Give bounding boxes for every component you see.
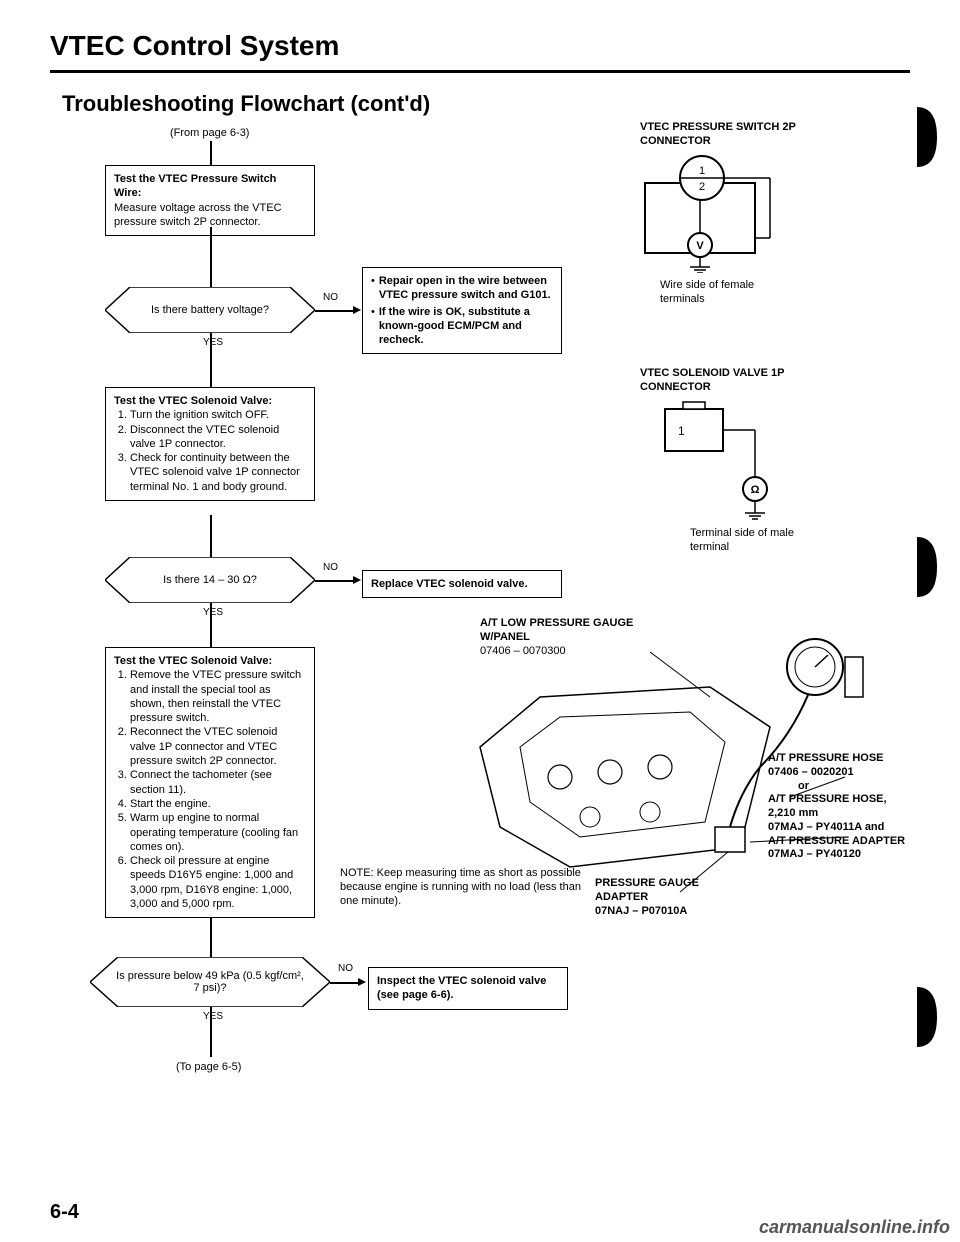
no-label: NO [323,292,338,303]
yes-label: YES [203,1011,223,1022]
yes-label: YES [203,337,223,348]
decision-text: Is there 14 – 30 Ω? [126,574,294,586]
pin-label: 2 [699,181,705,193]
step-box-solenoid-test-1: Test the VTEC Solenoid Valve: Turn the i… [105,387,315,501]
svg-text:V: V [696,240,704,252]
step-box-solenoid-test-2: Test the VTEC Solenoid Valve: Remove the… [105,647,315,918]
decision-resistance: Is there 14 – 30 Ω? [105,557,315,603]
to-page-ref: (To page 6-5) [176,1061,241,1075]
list-item: Remove the VTEC pressure switch and inst… [130,668,306,725]
connector-line [315,310,355,312]
title-rule [50,70,910,73]
arrow-head [353,306,361,314]
connector-1p-title: VTEC SOLENOID VALVE 1P CONNECTOR [640,367,840,395]
box-title: Test the VTEC Solenoid Valve: [114,394,306,408]
watermark: carmanualsonline.info [759,1217,950,1238]
pin-label: 1 [678,424,685,438]
connector-2p-title: VTEC PRESSURE SWITCH 2P CONNECTOR [640,121,840,149]
page-title: VTEC Control System [50,30,910,62]
list-item: Start the engine. [130,797,306,811]
partno-text: 07MAJ – PY40120 [768,848,861,860]
content-area: (From page 6-3) Test the VTEC Pressure S… [50,127,910,1177]
list-item: Reconnect the VTEC solenoid valve 1P con… [130,725,306,768]
connector-1p-caption: Terminal side of male terminal [690,527,810,555]
margin-tab-icon [912,977,952,1057]
dim-text: 2,210 mm [768,807,818,819]
from-page-ref: (From page 6-3) [170,127,249,141]
label-text: PRESSURE GAUGE ADAPTER [595,877,699,903]
connector-line [210,1007,212,1057]
arrow-head [353,576,361,584]
yes-label: YES [203,607,223,618]
connector-2p-caption: Wire side of female terminals [660,279,800,307]
decision-text: Is pressure below 49 kPa (0.5 kgf/cm², 7… [114,970,306,994]
decision-battery-voltage: Is there battery voltage? [105,287,315,333]
hose-label: A/T PRESSURE HOSE 07406 – 0020201 or A/T… [768,752,918,862]
no-label: NO [338,963,353,974]
adapter-label: PRESSURE GAUGE ADAPTER 07NAJ – P07010A [595,877,745,918]
no-label: NO [323,562,338,573]
action-inspect-solenoid: Inspect the VTEC solenoid valve (see pag… [368,967,568,1010]
connector-line [210,333,212,387]
connector-line [210,917,212,957]
partno-text: 07NAJ – P07010A [595,905,687,917]
list-item: Warm up engine to normal operating tempe… [130,811,306,854]
list-item: Check for continuity between the VTEC so… [130,451,306,494]
partno-text: 07406 – 0020201 [768,766,854,778]
action-text: If the wire is OK, substitute a known-go… [379,305,553,348]
action-text: Repair open in the wire between VTEC pre… [379,274,553,303]
label-text: A/T PRESSURE HOSE, [768,793,887,805]
box-body: Measure voltage across the VTEC pressure… [114,201,306,230]
page-subtitle: Troubleshooting Flowchart (cont'd) [62,91,910,117]
label-text: A/T PRESSURE ADAPTER [768,835,905,847]
action-replace-solenoid: Replace VTEC solenoid valve. [362,570,562,598]
margin-tab-icon [912,527,952,607]
box-title: Test the VTEC Pressure Switch Wire: [114,173,276,199]
page-number: 6-4 [50,1201,79,1224]
step-box-pressure-switch-wire: Test the VTEC Pressure Switch Wire: Meas… [105,165,315,236]
pin-label: 1 [699,165,705,177]
connector-line [210,141,212,165]
connector-line [210,515,212,557]
action-repair-wire: • Repair open in the wire between VTEC p… [362,267,562,354]
connector-line [330,982,360,984]
connector-line [315,580,355,582]
connector-2p-diagram: 1 2 V [640,153,780,276]
box-title: Test the VTEC Solenoid Valve: [114,654,306,668]
decision-pressure: Is pressure below 49 kPa (0.5 kgf/cm², 7… [90,957,330,1007]
margin-tab-icon [912,97,952,177]
connector-1p-diagram: 1 Ω [660,399,780,532]
partno-text: 07MAJ – PY4011A and [768,821,884,833]
label-text: A/T PRESSURE HOSE [768,752,884,764]
list-item: Disconnect the VTEC solenoid valve 1P co… [130,423,306,452]
connector-line [210,603,212,647]
svg-text:Ω: Ω [751,484,760,496]
or-text: or [798,780,809,792]
list-item: Check oil pressure at engine speeds D16Y… [130,854,306,911]
list-item: Turn the ignition switch OFF. [130,408,306,422]
list-item: Connect the tachometer (see section 11). [130,768,306,797]
decision-text: Is there battery voltage? [126,304,294,316]
arrow-head [358,978,366,986]
connector-line [210,227,212,287]
